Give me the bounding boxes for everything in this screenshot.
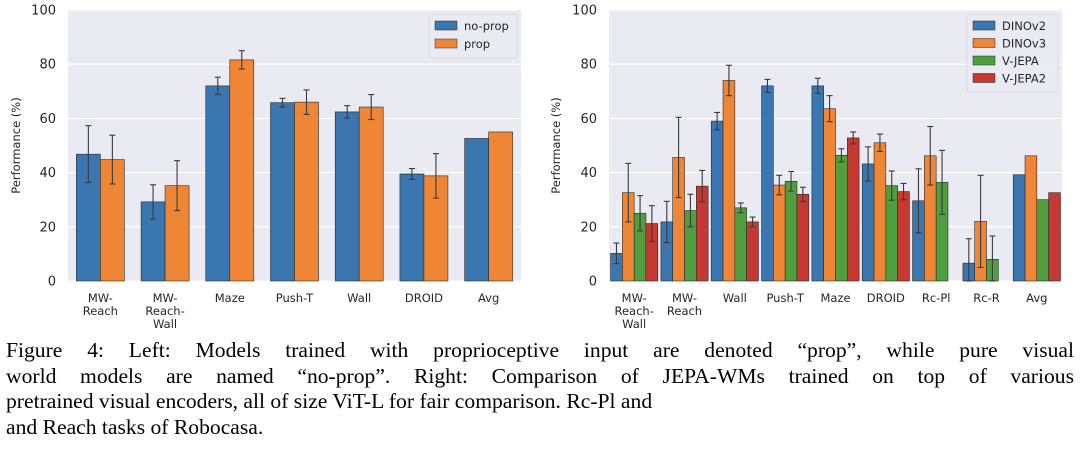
x-tick-label: Push-T [766,291,804,305]
legend-label: V-JEPA2 [1002,72,1046,86]
y-tick-label: 100 [572,4,597,19]
bar [873,142,887,282]
x-tick-label: DROID [405,291,443,305]
legend-label: prop [464,37,490,51]
caption-line-4: and Reach tasks of Robocasa. [6,414,264,439]
legend-swatch [434,20,458,31]
y-tick-label: 60 [39,112,56,127]
legend-label: no-prop [464,19,509,33]
legend-swatch [972,73,996,83]
x-tick-label: Wall [723,291,747,305]
x-tick-label: Avg [478,291,499,305]
x-tick-label: Wall [153,317,177,331]
bar [823,108,836,282]
bar [1036,199,1049,282]
bar [464,138,489,282]
caption-line-2: world models are named “no-prop”. Right:… [6,363,1074,388]
x-tick-label: Reach- [614,304,653,318]
legend-swatch [972,20,996,31]
x-tick-label: Reach- [145,304,184,318]
bar [1024,155,1038,282]
x-tick-label: MW- [153,291,178,305]
bar [1012,174,1026,282]
y-tick-label: 0 [589,275,597,290]
figure-caption: Figure 4: Left: Models trained with prop… [6,338,1074,440]
x-tick-label: Maze [820,291,850,305]
bar [784,180,798,282]
x-tick-label: Maze [215,291,245,305]
x-tick-label: Rc-R [973,291,999,305]
x-tick-label: Wall [622,317,646,331]
x-tick-label: MW- [88,291,113,305]
bar [205,85,231,282]
x-tick-label: DROID [867,291,905,305]
legend-swatch [972,55,996,66]
legend: DINOv2 DINOv3 V-JEPA V-JEPA2 [966,13,1059,93]
bar [746,221,759,282]
bar [773,184,786,282]
bar [270,102,295,282]
legend-label: DINOv2 [1002,19,1046,33]
bar [1048,192,1061,282]
caption-occluder [815,392,1080,418]
bar [796,193,810,282]
y-tick-label: 40 [580,166,597,181]
legend-label: DINOv3 [1002,37,1046,51]
x-tick-label: Reach [667,304,702,318]
y-tick-label: 80 [580,58,597,73]
y-tick-label: 80 [39,58,56,73]
y-axis-label: Performance (%) [549,97,563,193]
bar [734,207,747,282]
bar [399,173,425,282]
legend-swatch [434,38,458,49]
y-tick-label: 20 [39,220,56,235]
y-tick-label: 100 [31,4,56,19]
y-tick-label: 20 [580,220,597,235]
caption-line-1: Figure 4: Left: Models trained with prop… [6,338,1074,362]
x-tick-label: Reach [83,304,118,318]
legend-box [966,13,1059,93]
bar [897,191,910,282]
bar [488,131,513,282]
legend: no-prop prop [428,13,518,59]
x-tick-label: Wall [347,291,371,305]
bar [835,154,848,282]
x-tick-label: Avg [1026,291,1047,305]
legend-label: V-JEPA [1002,54,1039,68]
x-tick-label: MW- [672,291,697,305]
y-tick-label: 40 [39,166,56,181]
caption-line-3: pretrained visual encoders, all of size … [6,389,653,413]
x-tick-label: MW- [622,291,647,305]
legend-swatch [972,38,996,48]
bar [722,80,736,282]
y-tick-label: 0 [48,275,56,290]
bar [811,85,825,282]
x-tick-label: Push-T [276,291,314,305]
x-tick-label: Rc-Pl [922,291,951,305]
bar [761,85,774,282]
bar [358,106,384,282]
y-tick-label: 60 [580,112,597,127]
bar [710,120,724,282]
bar [334,111,360,282]
bar [294,101,319,282]
y-axis-label: Performance (%) [9,97,23,193]
bar [229,59,255,282]
bar [846,137,860,282]
